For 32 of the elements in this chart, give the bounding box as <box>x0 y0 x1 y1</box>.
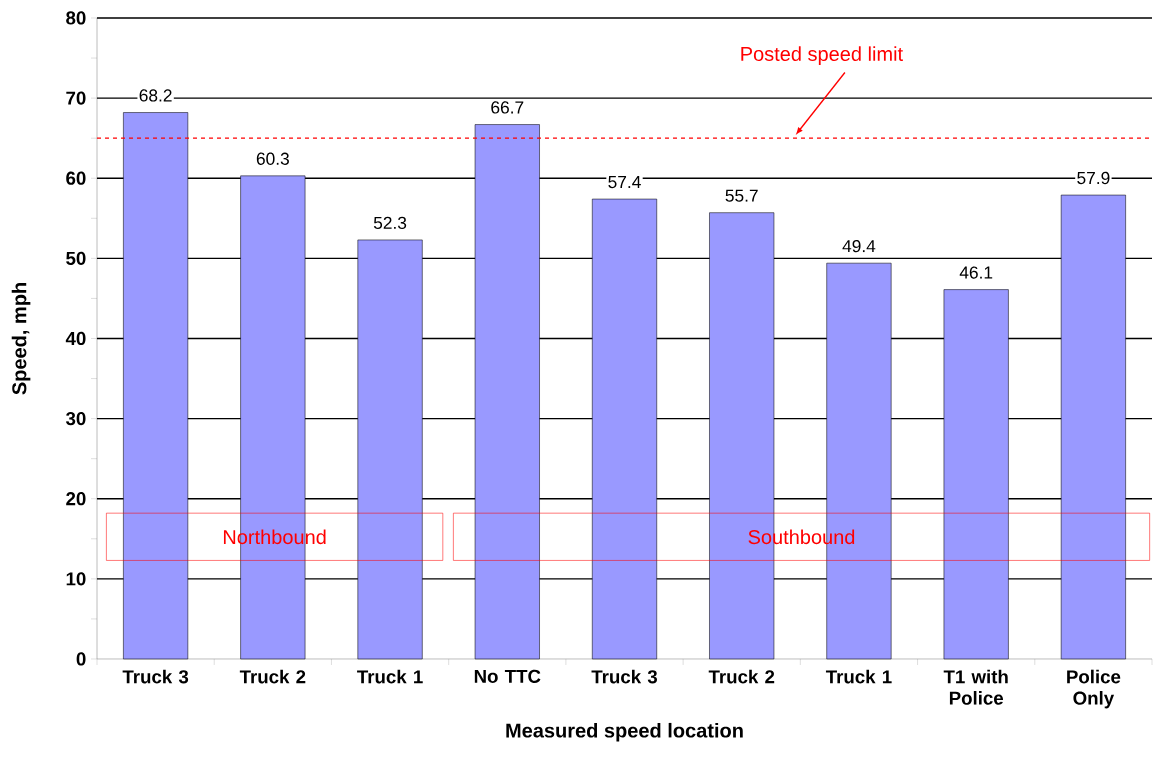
x-tick-label: Truck 2 <box>239 669 306 684</box>
y-tick-label: 80 <box>66 11 86 25</box>
y-tick-label: 30 <box>65 411 86 426</box>
data-label: 57.9 <box>1077 171 1110 185</box>
y-tick-label: 10 <box>66 572 86 586</box>
data-label: 57.4 <box>608 176 641 189</box>
annotation: Southbound <box>748 529 855 545</box>
data-label: 46.1 <box>959 266 993 279</box>
annotation: Northbound <box>223 529 326 545</box>
y-axis-title: Speed, mph <box>11 283 31 395</box>
data-label: 60.3 <box>256 152 289 165</box>
x-tick-label: Truck 3 <box>122 669 189 684</box>
data-label: 49.4 <box>842 239 876 253</box>
x-axis-title: Measured speed location <box>506 722 743 742</box>
x-tick-label: Truck 1 <box>357 669 423 684</box>
y-tick-label: 70 <box>66 91 86 105</box>
y-tick-label: 0 <box>76 652 86 666</box>
y-tick-label: 60 <box>66 171 86 185</box>
x-tick-label: No TTC <box>474 669 541 683</box>
x-tick-label: T1 with Police <box>943 669 1008 705</box>
ref-line-label: Posted speed limit <box>741 46 903 65</box>
y-tick-label: 40 <box>65 331 86 346</box>
x-tick-label: Truck 1 <box>825 669 892 684</box>
x-tick-label: Truck 3 <box>591 669 658 684</box>
y-tick-label: 20 <box>66 492 86 506</box>
data-label: 68.2 <box>139 89 172 102</box>
x-tick-label: Police Only <box>1067 669 1121 709</box>
data-label: 55.7 <box>725 189 758 202</box>
data-label: 52.3 <box>373 216 407 229</box>
y-tick-label: 50 <box>66 251 86 265</box>
data-label: 66.7 <box>491 101 524 114</box>
x-tick-label: Truck 2 <box>708 669 775 684</box>
